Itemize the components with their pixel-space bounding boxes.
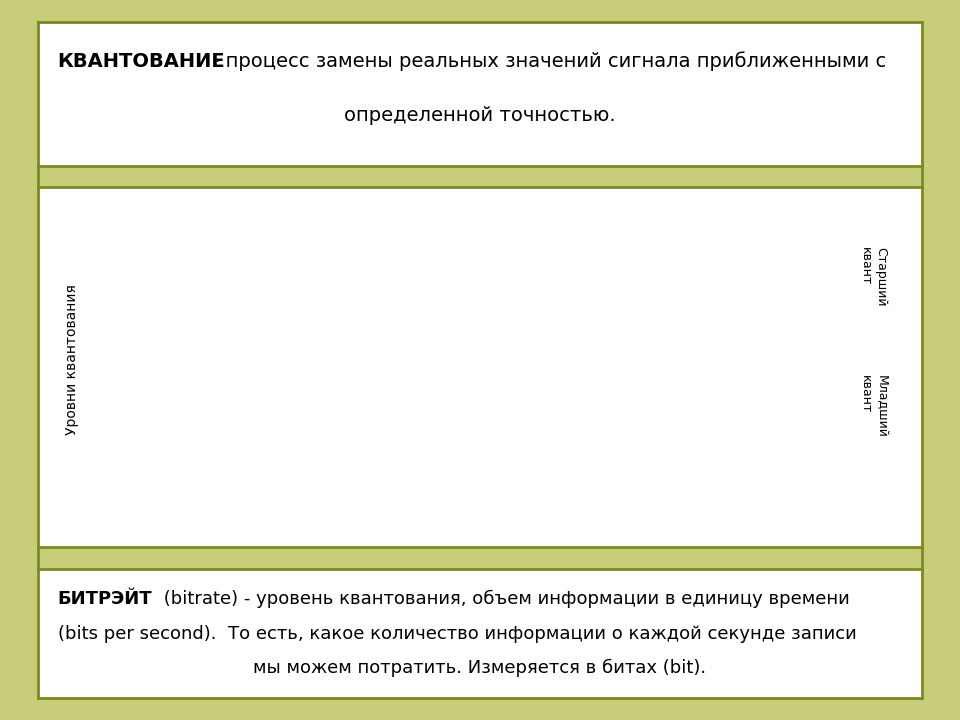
Text: определенной точностью.: определенной точностью. [345,106,615,125]
Text: Уровни квантования: Уровни квантования [65,284,79,436]
Text: Время, отсчеты: Время, отсчеты [679,374,782,387]
Text: КВАНТОВАНИЕ: КВАНТОВАНИЕ [58,52,226,71]
Text: (bits per second).  То есть, какое количество информации о каждой секунде записи: (bits per second). То есть, какое количе… [58,624,856,642]
Text: мы можем потратить. Измеряется в битах (bit).: мы можем потратить. Измеряется в битах (… [253,659,707,678]
Text: - процесс замены реальных значений сигнала приближенными с: - процесс замены реальных значений сигна… [206,51,887,71]
Text: БИТРЭЙТ: БИТРЭЙТ [58,590,153,608]
Text: Младший
квант: Младший квант [859,375,887,438]
Text: Шаг дискретизации: Шаг дискретизации [187,513,321,526]
Text: Старший
квант: Старший квант [859,248,887,307]
Text: (bitrate) - уровень квантования, объем информации в единицу времени: (bitrate) - уровень квантования, объем и… [158,590,851,608]
